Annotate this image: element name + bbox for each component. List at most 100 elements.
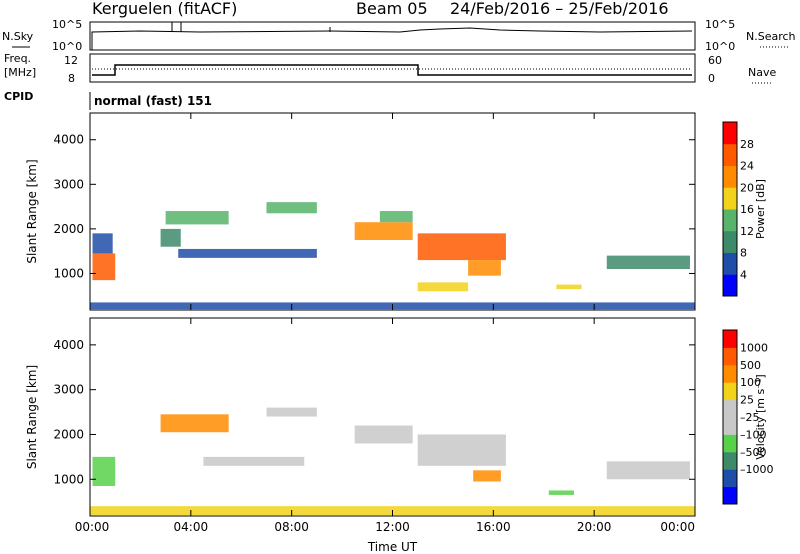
colorbar-tick-label: 28 [740,138,754,151]
data-cell [379,211,413,223]
colorbar-tick-label: 4 [740,268,747,281]
colorbar-tick-label: –500 [740,446,767,459]
x-tick-label: 00:00 [660,520,695,534]
colorbar-segment [723,451,737,470]
nsky-label: N.Sky [2,30,34,43]
freq-trace [92,64,692,76]
colorbar-tick-label: 20 [740,181,754,194]
y-tick-label: 1000 [53,472,84,486]
colorbar-segment [723,230,737,253]
y-axis-label: Slant Range [km] [25,159,39,263]
colorbar-tick-label: 25 [740,394,754,407]
data-cell [178,248,317,258]
colorbar-segment [723,434,737,453]
data-cell [160,228,181,247]
cpid-value: normal (fast) 151 [94,94,212,108]
y-tick-label: 4000 [53,133,84,147]
y-axis-label: Slant Range [km] [25,365,39,469]
beam-label: Beam 05 [356,0,428,18]
data-cell [468,260,501,276]
colorbar-tick-label: 100 [740,376,761,389]
y-tick-label: 3000 [53,383,84,397]
nave-tick-top: 60 [708,54,722,67]
colorbar-segment [723,486,737,505]
data-cell [606,255,690,269]
colorbar-tick-label: –25 [740,411,760,424]
y-tick-label: 2000 [53,222,84,236]
nave-label: Nave [748,66,776,79]
colorbar-tick-label: 16 [740,203,754,216]
freq-tick-bottom: 8 [68,72,75,85]
data-cell [92,233,113,254]
nsky-panel [89,21,696,51]
y-tick-label: 2000 [53,427,84,441]
colorbar-segment [723,469,737,488]
data-cell [266,407,317,417]
data-cell [417,233,506,261]
colorbar-segment [723,330,737,348]
colorbar-segment [723,364,737,383]
colorbar-tick-label: 24 [740,160,754,173]
colorbar-segment [723,143,737,166]
y-tick-label: 1000 [53,266,84,280]
data-cell [266,202,317,214]
colorbar-segment [723,382,737,401]
colorbar-tick-label: 1000 [740,341,768,354]
data-cell [354,222,413,241]
y-tick-label: 4000 [53,338,84,352]
colorbar-tick-label: 500 [740,359,761,372]
data-cell [92,253,116,281]
colorbar-segment [723,347,737,366]
x-tick-label: 12:00 [375,520,410,534]
colorbar-tick-label: 8 [740,247,747,260]
data-cell [165,211,229,225]
colorbar-segment [723,187,737,210]
data-cell [606,461,690,480]
freq-label: Freq. [4,52,31,65]
x-tick-label: 04:00 [174,520,209,534]
data-cell [473,470,501,482]
nsky-tick-bottom: 10^0 [52,40,82,53]
colorbar-label: Power [dB] [754,179,767,239]
nsky-tick-top: 10^5 [52,18,82,31]
colorbar-tick-label: –100 [740,428,767,441]
data-cell [160,414,229,433]
colorbar-segment [723,252,737,275]
freq-panel [89,53,696,83]
data-cell [417,434,506,466]
data-cell [417,282,469,292]
x-tick-label: 08:00 [274,520,309,534]
cpid-label: CPID [4,90,33,103]
x-axis-label: Time UT [367,540,418,554]
colorbar-segment [723,399,737,418]
colorbar-frame [722,121,738,297]
data-cell [92,456,116,486]
nsearch-tick-top: 10^5 [705,18,735,31]
station-title: Kerguelen (fitACF) [92,0,237,18]
freq-unit: [MHz] [4,66,36,79]
freq-tick-top: 12 [64,54,78,67]
nsearch-label: N.Search [746,30,796,43]
date-range: 24/Feb/2016 – 25/Feb/2016 [450,0,669,18]
nsky-trace [91,27,693,50]
nave-tick-bottom: 0 [708,72,715,85]
colorbar-tick-label: 12 [740,225,754,238]
colorbar-segment [723,165,737,188]
power-chart: 1000 2000 3000 4000 Slant Range [km] 4 8 12 16 20… [25,112,767,311]
data-cell [556,284,582,290]
colorbar-segment [723,209,737,232]
colorbar-label: Velocity [m s⁻¹] [754,374,767,459]
data-cell [354,425,413,444]
velocity-chart: 1000 2000 3000 4000 00:00 04:00 08:00 12:00 16:0… [25,317,774,554]
colorbar-frame [722,329,738,505]
colorbar-segment [723,417,737,435]
colorbar-tick-label: –1000 [740,463,774,476]
x-tick-label: 20:00 [577,520,612,534]
x-tick-label: 16:00 [476,520,511,534]
colorbar-segment [723,122,737,145]
colorbar-segment [723,274,737,297]
x-tick-label: 00:00 [75,520,110,534]
nsearch-tick-bottom: 10^0 [705,40,735,53]
data-cell [203,456,305,466]
